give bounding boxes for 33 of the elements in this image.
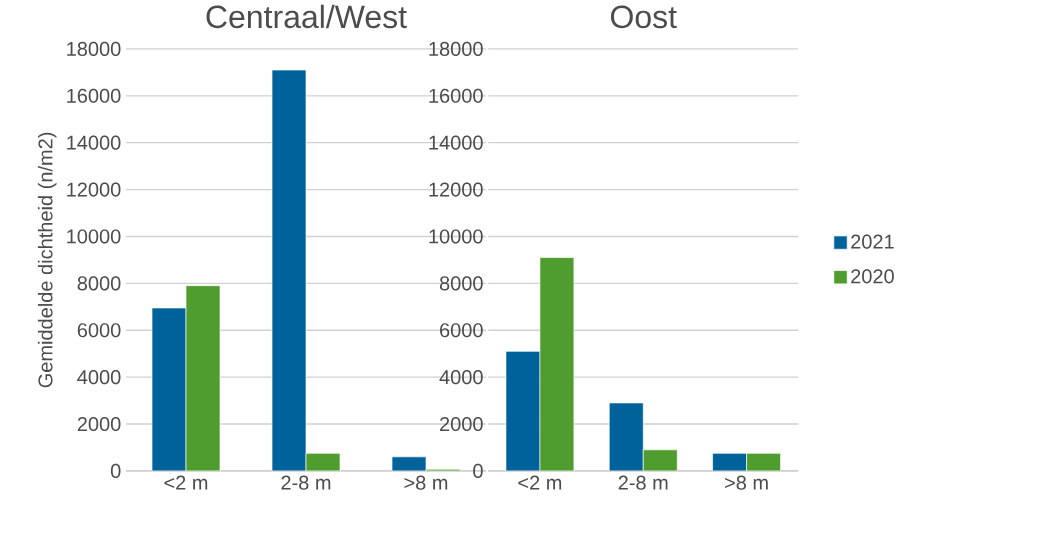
y-tick-label: 14000 [429,135,483,150]
y-tick-label: 0 [473,463,483,478]
bar [505,351,541,471]
y-tick-label: 12000 [67,182,121,197]
y-tick-label: 14000 [67,135,121,150]
y-tick-label: 6000 [77,323,121,338]
bar [608,402,644,471]
y-tick-label: 6000 [440,323,483,338]
y-tick-label: 8000 [77,276,121,291]
y-tick-label: 4000 [439,370,483,385]
y-tick-label: 8000 [439,276,483,291]
y-tick-label: 16000 [429,88,483,103]
x-tick-label: <2 m [518,475,562,490]
y-tick-label: 18000 [429,41,483,56]
x-tick-label: >8 m [725,475,768,490]
legend-label: 2020 [851,269,894,284]
x-tick-label: 2-8 m [618,475,668,490]
y-tick-label: 10000 [429,229,483,244]
y-tick-label: 2000 [440,416,483,432]
x-tick-label: >8 m [404,475,448,490]
y-tick-label: 18000 [67,41,121,56]
chart-title: Oost [610,5,677,29]
legend-label: 2021 [851,234,894,249]
y-tick-label: 4000 [77,370,121,385]
y-tick-label: 10000 [67,229,121,244]
y-tick-label: 0 [110,463,121,478]
x-tick-label: <2 m [164,475,208,490]
y-tick-label: 12000 [429,182,483,197]
y-tick-label: 2000 [77,416,121,432]
x-tick-label: 2-8 m [281,475,331,490]
y-tick-label: 16000 [67,88,121,103]
y-axis-title: Gemiddelde dichtheid (n/m2) [37,132,57,388]
chart-title: Centraal/West [206,4,407,29]
